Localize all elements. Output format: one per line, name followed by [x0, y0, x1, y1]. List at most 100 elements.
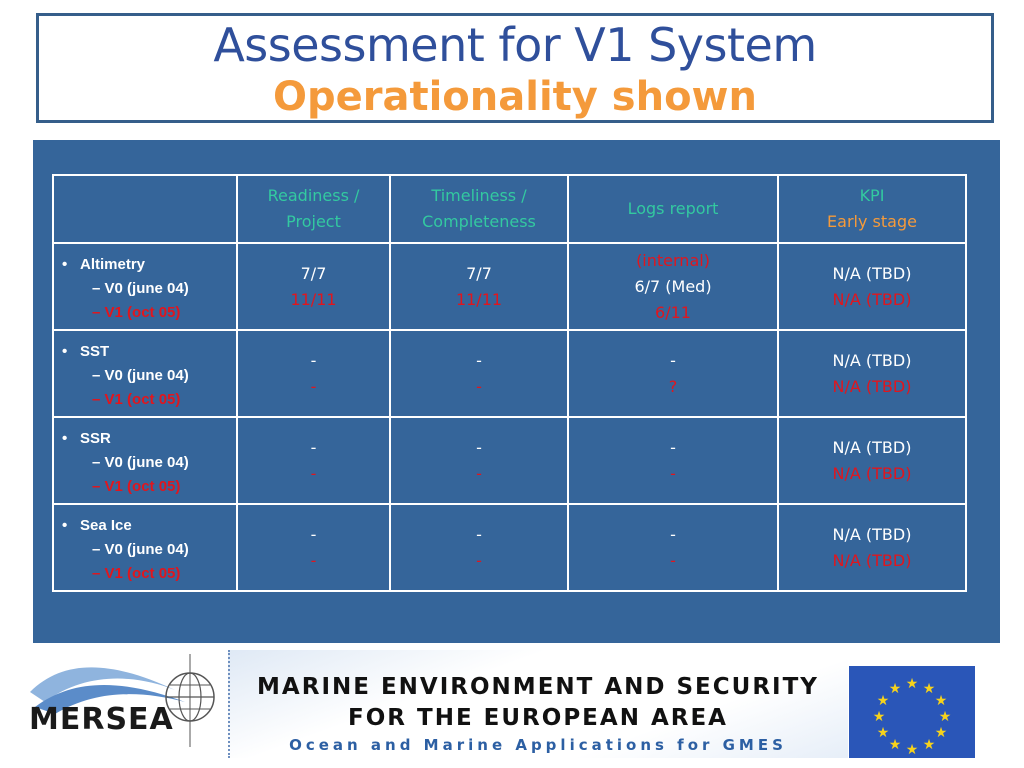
cell-v0-value: -	[670, 437, 676, 457]
table-header-row: Readiness / Project Timeliness / Complet…	[52, 174, 967, 244]
row-title: • Sea Ice	[62, 514, 236, 538]
row-name: Altimetry	[80, 256, 146, 273]
header-readiness-line2: Project	[286, 212, 341, 231]
table-row: • SSR – V0 (june 04) – V1 (oct 05) - - - …	[52, 416, 967, 505]
row-name: SSR	[80, 430, 111, 447]
row-v1-text: V1 (oct 05)	[104, 391, 181, 408]
row-v0-label: – V0 (june 04)	[92, 541, 189, 558]
header-readiness-line1: Readiness /	[267, 186, 360, 205]
svg-text:★: ★	[939, 709, 952, 725]
cell-v1-value: -	[476, 463, 482, 483]
row-label-cell: • SST – V0 (june 04) – V1 (oct 05)	[52, 329, 238, 418]
banner-line-2: FOR THE EUROPEAN AREA	[348, 705, 728, 731]
cell-logs-note: (internal)	[636, 250, 710, 270]
cell-readiness: - -	[236, 503, 391, 592]
cell-v1-value: 11/11	[455, 289, 503, 309]
cell-v0-value: N/A (TBD)	[832, 524, 912, 544]
cell-readiness: - -	[236, 329, 391, 418]
banner-line-1: MARINE ENVIRONMENT AND SECURITY	[257, 674, 819, 700]
eu-flag-icon: ★ ★ ★ ★ ★ ★ ★ ★ ★ ★ ★ ★	[849, 666, 975, 758]
cell-logs: - -	[567, 416, 779, 505]
cell-v0-value: -	[310, 524, 317, 544]
bullet-icon: •	[62, 343, 68, 360]
cell-v1-value: 6/11	[655, 302, 691, 322]
cell-v1-value: -	[670, 463, 676, 483]
row-title: • Altimetry	[62, 253, 236, 277]
cell-readiness: 7/7 11/11	[236, 242, 391, 331]
cell-kpi: N/A (TBD) N/A (TBD)	[777, 242, 967, 331]
cell-v0-value: -	[476, 350, 482, 370]
header-readiness: Readiness / Project	[236, 174, 391, 244]
table-row: • SST – V0 (june 04) – V1 (oct 05) - - - …	[52, 329, 967, 418]
cell-v1-value: -	[310, 463, 317, 483]
cell-v0-value: 7/7	[300, 263, 327, 283]
cell-v0-value: 7/7	[466, 263, 492, 283]
bullet-icon: •	[62, 517, 68, 534]
cell-v1-value: ?	[668, 376, 678, 396]
svg-text:★: ★	[935, 725, 948, 741]
header-empty-cell	[52, 174, 238, 244]
svg-text:★: ★	[889, 681, 902, 697]
row-title: • SSR	[62, 427, 236, 451]
row-v1-label: – V1 (oct 05)	[92, 478, 181, 495]
cell-timeliness: - -	[389, 416, 569, 505]
row-v1-text: V1 (oct 05)	[104, 478, 181, 495]
bullet-icon: •	[62, 256, 68, 273]
logo-text: MERSEA	[29, 702, 174, 737]
cell-timeliness: - -	[389, 503, 569, 592]
cell-timeliness: - -	[389, 329, 569, 418]
cell-logs: - -	[567, 503, 779, 592]
header-kpi-label: KPI	[859, 186, 885, 205]
cell-kpi: N/A (TBD) N/A (TBD)	[777, 416, 967, 505]
svg-text:★: ★	[906, 676, 919, 692]
row-v0-label: – V0 (june 04)	[92, 367, 189, 384]
cell-v0-value: N/A (TBD)	[832, 437, 912, 457]
mersea-banner: MARINE ENVIRONMENT AND SECURITY FOR THE …	[228, 650, 848, 758]
svg-text:★: ★	[877, 693, 890, 709]
banner-line-3: Ocean and Marine Applications for GMES	[289, 736, 787, 754]
table-row: • Altimetry – V0 (june 04) – V1 (oct 05) …	[52, 242, 967, 331]
row-v0-label: – V0 (june 04)	[92, 280, 189, 297]
row-name: Sea Ice	[80, 517, 132, 534]
row-title: • SST	[62, 340, 236, 364]
row-name: SST	[80, 343, 110, 360]
cell-v1-value: -	[670, 550, 676, 570]
slide-title: Assessment for V1 System	[213, 18, 817, 72]
row-v1-label: – V1 (oct 05)	[92, 391, 181, 408]
cell-v1-value: N/A (TBD)	[832, 289, 912, 309]
cell-v1-value: -	[310, 550, 317, 570]
cell-v1-value: -	[310, 376, 317, 396]
footer: MERSEA MARINE ENVIRONMENT AND SECURITY F…	[0, 648, 1024, 768]
cell-v0-value: N/A (TBD)	[832, 263, 912, 283]
row-v0-text: V0 (june 04)	[104, 454, 189, 471]
row-v1-label: – V1 (oct 05)	[92, 304, 181, 321]
cell-v0-value: -	[310, 437, 317, 457]
cell-v0-value: -	[670, 524, 676, 544]
row-v1-label: – V1 (oct 05)	[92, 565, 181, 582]
svg-text:★: ★	[935, 693, 948, 709]
cell-kpi: N/A (TBD) N/A (TBD)	[777, 503, 967, 592]
header-timeliness: Timeliness / Completeness	[389, 174, 569, 244]
row-v1-text: V1 (oct 05)	[104, 304, 181, 321]
header-logs: Logs report	[567, 174, 779, 244]
row-v1-text: V1 (oct 05)	[104, 565, 181, 582]
cell-timeliness: 7/7 11/11	[389, 242, 569, 331]
bullet-icon: •	[62, 430, 68, 447]
cell-v0-value: -	[310, 350, 317, 370]
cell-v0-value: -	[476, 524, 482, 544]
cell-v1-value: -	[476, 550, 482, 570]
row-label-cell: • Sea Ice – V0 (june 04) – V1 (oct 05)	[52, 503, 238, 592]
row-v0-text: V0 (june 04)	[104, 280, 189, 297]
svg-text:★: ★	[877, 725, 890, 741]
row-label-cell: • Altimetry – V0 (june 04) – V1 (oct 05)	[52, 242, 238, 331]
cell-v1-value: N/A (TBD)	[832, 463, 912, 483]
cell-v1-value: -	[476, 376, 482, 396]
slide-subtitle: Operationality shown	[272, 74, 757, 120]
banner-divider	[228, 650, 232, 758]
svg-text:★: ★	[906, 742, 919, 758]
svg-text:★: ★	[873, 709, 886, 725]
cell-v1-value: 11/11	[290, 289, 337, 309]
cell-kpi: N/A (TBD) N/A (TBD)	[777, 329, 967, 418]
title-box: Assessment for V1 System Operationality …	[36, 13, 994, 123]
header-kpi-stage: Early stage	[827, 212, 917, 231]
